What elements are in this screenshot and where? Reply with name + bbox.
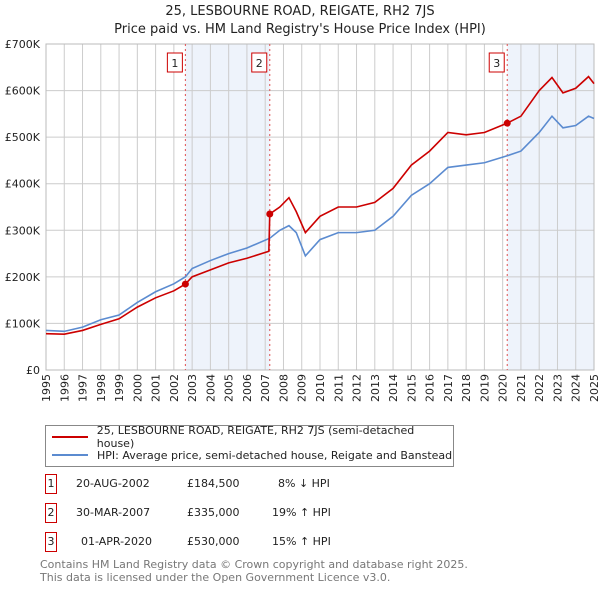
x-tick-label: 2020 xyxy=(497,374,510,402)
x-tick-label: 2017 xyxy=(442,374,455,402)
sale-point xyxy=(503,119,511,127)
x-tick-label: 2014 xyxy=(387,374,400,402)
x-tick-label: 2000 xyxy=(131,374,144,402)
x-tick-label: 2001 xyxy=(150,374,163,402)
x-tick-label: 2003 xyxy=(186,374,199,402)
y-tick-label: £100K xyxy=(5,317,41,330)
x-tick-label: 2006 xyxy=(241,374,254,402)
sale-date: 30-MAR-2007 xyxy=(76,506,151,519)
y-tick-label: £600K xyxy=(5,85,41,98)
x-tick-label: 2018 xyxy=(460,374,473,402)
x-tick-label: 2024 xyxy=(570,374,583,402)
sale-price: £335,000 xyxy=(187,506,240,519)
sale-label: 1 xyxy=(171,57,178,70)
sale-price: £184,500 xyxy=(187,477,240,490)
sale-date: 20-AUG-2002 xyxy=(76,477,150,490)
legend-label: HPI: Average price, semi-detached house,… xyxy=(97,448,453,462)
sale-row: 3 01-APR-2020 £530,000 15% ↑ HPI xyxy=(45,532,465,552)
sale-label: 3 xyxy=(493,57,500,70)
sale-marker-badge: 2 xyxy=(45,503,57,523)
chart-subtitle: Price paid vs. HM Land Registry's House … xyxy=(114,22,486,37)
sale-label-box xyxy=(251,52,268,73)
sale-point xyxy=(181,280,189,288)
x-tick-label: 1997 xyxy=(77,374,90,402)
x-tick-label: 1996 xyxy=(58,374,71,402)
shaded-range xyxy=(507,44,594,370)
sale-hpi-diff: 19% ↑ HPI xyxy=(272,506,331,519)
sale-row: 2 30-MAR-2007 £335,000 19% ↑ HPI xyxy=(45,503,465,523)
plot-border xyxy=(45,43,595,371)
legend-swatch-red xyxy=(52,436,88,438)
sale-label: 2 xyxy=(256,57,263,70)
sale-hpi-diff: 8% ↓ HPI xyxy=(278,477,330,490)
x-tick-label: 2005 xyxy=(223,374,236,402)
chart-title: 25, LESBOURNE ROAD, REIGATE, RH2 7JS xyxy=(165,4,435,19)
legend-swatch-blue xyxy=(52,454,88,456)
price-paid-line xyxy=(45,75,595,335)
x-tick-label: 1998 xyxy=(95,374,108,402)
sale-marker-badge: 1 xyxy=(45,474,57,494)
sale-label-box xyxy=(488,52,505,73)
x-tick-label: 2012 xyxy=(351,374,364,402)
x-tick-label: 2008 xyxy=(277,374,290,402)
y-tick-label: £500K xyxy=(5,131,41,144)
legend: 25, LESBOURNE ROAD, REIGATE, RH2 7JS (se… xyxy=(45,424,454,467)
sale-label-box xyxy=(166,52,183,73)
footer-line2: This data is licensed under the Open Gov… xyxy=(40,571,391,584)
legend-item-property: 25, LESBOURNE ROAD, REIGATE, RH2 7JS (se… xyxy=(52,424,453,450)
y-tick-label: £200K xyxy=(5,271,41,284)
x-tick-label: 2019 xyxy=(478,374,491,402)
x-tick-label: 2002 xyxy=(168,374,181,402)
plot-area: 1995 1996 1997 1998 1999 2000 2001 2002 2003 2004… xyxy=(5,38,600,402)
sale-row: 1 20-AUG-2002 £184,500 8% ↓ HPI xyxy=(45,474,465,494)
x-tick-label: 2021 xyxy=(515,374,528,402)
footer: Contains HM Land Registry data © Crown c… xyxy=(40,558,468,584)
x-tick-label: 2013 xyxy=(369,374,382,402)
x-tick-label: 2010 xyxy=(314,374,327,402)
x-tick-label: 1995 xyxy=(40,374,53,402)
x-tick-label: 2025 xyxy=(588,374,600,402)
x-tick-label: 2007 xyxy=(259,374,272,402)
shaded-range xyxy=(185,44,270,370)
x-tick-label: 2004 xyxy=(204,374,217,402)
x-tick-label: 2016 xyxy=(424,374,437,402)
sale-marker-badge: 3 xyxy=(45,532,57,552)
sale-point xyxy=(266,210,274,218)
legend-item-hpi: HPI: Average price, semi-detached house,… xyxy=(52,447,452,463)
y-tick-label: £300K xyxy=(5,224,41,237)
x-tick-label: 2023 xyxy=(551,374,564,402)
y-tick-label: £700K xyxy=(5,38,41,51)
y-tick-label: £0 xyxy=(26,364,40,377)
sale-date: 01-APR-2020 xyxy=(81,535,153,548)
x-tick-label: 2011 xyxy=(332,374,345,402)
footer-line1: Contains HM Land Registry data © Crown c… xyxy=(40,558,468,571)
hpi-line xyxy=(45,114,595,333)
sale-price: £530,000 xyxy=(187,535,240,548)
x-tick-label: 2009 xyxy=(296,374,309,402)
legend-label: 25, LESBOURNE ROAD, REIGATE, RH2 7JS (se… xyxy=(96,424,415,450)
x-tick-label: 2015 xyxy=(405,374,418,402)
x-tick-label: 1999 xyxy=(113,374,126,402)
x-tick-label: 2022 xyxy=(533,374,546,402)
y-tick-label: £400K xyxy=(5,178,41,191)
sale-hpi-diff: 15% ↑ HPI xyxy=(272,535,331,548)
